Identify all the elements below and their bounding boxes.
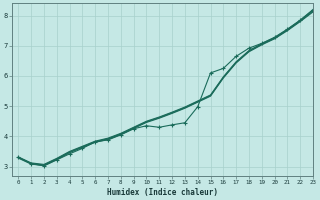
X-axis label: Humidex (Indice chaleur): Humidex (Indice chaleur) [107, 188, 218, 197]
